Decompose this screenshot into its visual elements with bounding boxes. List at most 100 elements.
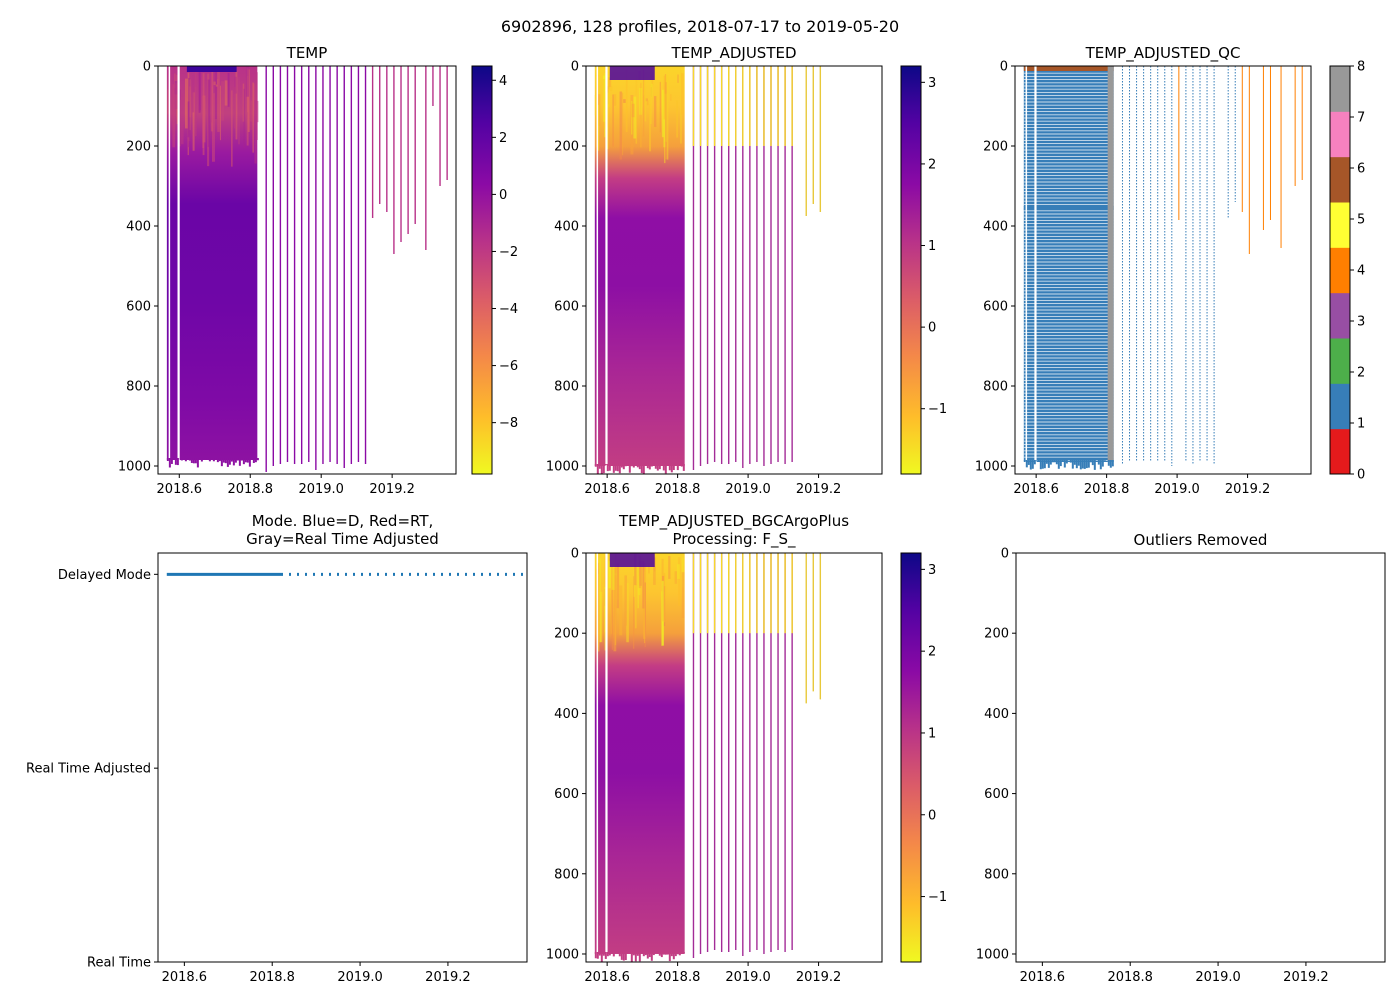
y-tick-label: 0: [571, 60, 579, 75]
y-tick-label: 1000: [546, 947, 579, 962]
profile-streak: [192, 92, 195, 151]
y-tick-label: Real Time Adjusted: [26, 762, 151, 777]
y-tick-label: 600: [554, 787, 579, 802]
profile-bottom-edge: [202, 458, 205, 459]
colorbar-tick-label: 5: [1357, 213, 1365, 228]
chart-subtitle: Processing: F_S_: [672, 530, 796, 549]
profile-bottom-edge: [632, 951, 635, 956]
profile-bottom-edge: [620, 464, 623, 468]
colorbar-qc-class: [1330, 66, 1350, 112]
profiles-layer: [594, 553, 822, 962]
profile-bottom-edge: [246, 458, 249, 463]
colorbar-tick-label: 1: [1357, 417, 1365, 432]
profile-streak: [664, 82, 667, 160]
x-tick-label: 2018.8: [1084, 482, 1130, 497]
profile-bottom-edge: [612, 951, 615, 957]
y-tick-label: 0: [1001, 547, 1009, 562]
colorbar-tick-label: 3: [928, 563, 936, 578]
profile-bottom-edge: [604, 464, 607, 466]
colorbar-tick-label: 0: [928, 808, 936, 823]
profile-streak: [638, 555, 642, 589]
profile-bottom-edge: [216, 458, 219, 463]
profile-bottom-edge: [1063, 460, 1066, 468]
profile-bottom-edge: [1089, 460, 1092, 463]
profile-streak: [219, 85, 221, 141]
y-tick-label: 200: [984, 627, 1009, 642]
profile-streak: [666, 75, 669, 160]
profile-bottom-edge: [182, 458, 185, 460]
profile-bottom-edge: [638, 951, 641, 962]
y-tick-label: 0: [143, 60, 151, 75]
chart-subtitle: Gray=Real Time Adjusted: [246, 530, 439, 548]
profile-bottom-edge: [644, 951, 647, 956]
profile-bottom-edge: [624, 464, 627, 467]
profile-streak: [603, 79, 605, 129]
y-tick-label: 800: [984, 867, 1009, 882]
x-tick-label: 2019.2: [369, 482, 415, 497]
chart-temp: TEMP 2018.6 2018.8 2019.0 2019.2 0 200 400 600 80…: [118, 44, 518, 497]
x-tick-label: 2018.8: [1107, 970, 1153, 985]
profile-bottom-edge: [1065, 460, 1068, 464]
profile-streak: [254, 100, 257, 164]
chart-title: TEMP_ADJUSTED: [670, 44, 796, 63]
profile-bottom-edge: [174, 458, 177, 465]
profile-bottom-edge: [242, 458, 245, 465]
profile-bottom-edge: [634, 464, 637, 466]
profile-streak: [619, 91, 622, 160]
profile-streak: [626, 582, 629, 643]
profile-bottom-edge: [630, 464, 633, 467]
profile-bottom-edge: [220, 458, 223, 467]
x-tick-label: 2019.2: [425, 970, 471, 985]
y-tick-label: 1000: [546, 460, 579, 475]
profile-streak: [192, 75, 195, 113]
profile-streak: [213, 81, 216, 86]
profile-streak: [198, 72, 202, 111]
profile-streak: [635, 565, 637, 629]
profile-streak: [642, 561, 645, 609]
profile-bottom-edge: [1057, 460, 1060, 469]
colorbar-qc-class: [1330, 156, 1350, 203]
profile-bottom-edge: [200, 458, 203, 462]
y-tick-label: 800: [554, 867, 579, 882]
profile-bottom-edge: [1031, 460, 1034, 469]
profile-streak: [250, 100, 252, 122]
profile-bottom-edge: [614, 464, 617, 471]
profile-bottom-edge: [598, 464, 601, 469]
profile-bottom-edge: [238, 458, 241, 466]
profile-bottom-edge: [636, 464, 639, 468]
profile-bottom-edge: [672, 951, 675, 960]
y-tick-label: 400: [126, 220, 151, 235]
profile-streak: [680, 69, 682, 144]
colorbar-tick-label: 4: [499, 74, 507, 89]
profile-streak: [214, 70, 217, 120]
profile-bottom-edge: [222, 458, 225, 463]
profile-streak: [661, 558, 664, 582]
profile-streak: [644, 96, 647, 122]
profile-bottom-edge: [658, 464, 661, 470]
profile-bottom-edge: [672, 464, 675, 471]
profile-streak: [681, 572, 685, 618]
y-tick-label: 400: [554, 707, 579, 722]
y-tick-label: 600: [554, 300, 579, 315]
axes-frame: [585, 552, 883, 963]
profile-bottom-edge: [1111, 460, 1114, 467]
profile-bottom-edge: [658, 951, 661, 956]
x-tick-label: 2018.6: [157, 482, 203, 497]
profile-bottom-edge: [1077, 460, 1080, 466]
profile-bottom-edge: [662, 951, 665, 955]
profile-bottom-edge: [656, 464, 659, 471]
profile-bottom-edge: [176, 458, 179, 466]
profile-streak: [238, 77, 240, 145]
colorbar-qc-class: [1330, 202, 1350, 248]
profile-bottom-edge: [1061, 460, 1064, 462]
profile-bottom-edge: [608, 951, 611, 956]
profile-streak: [184, 78, 188, 129]
colorbar-frame: [471, 65, 493, 475]
profile-bottom-edge: [1041, 460, 1044, 469]
profile-bottom-edge: [186, 458, 189, 459]
profiles-layer: [1023, 66, 1303, 470]
y-tick-label: Delayed Mode: [58, 568, 151, 583]
profile-bottom-edge: [628, 464, 631, 473]
